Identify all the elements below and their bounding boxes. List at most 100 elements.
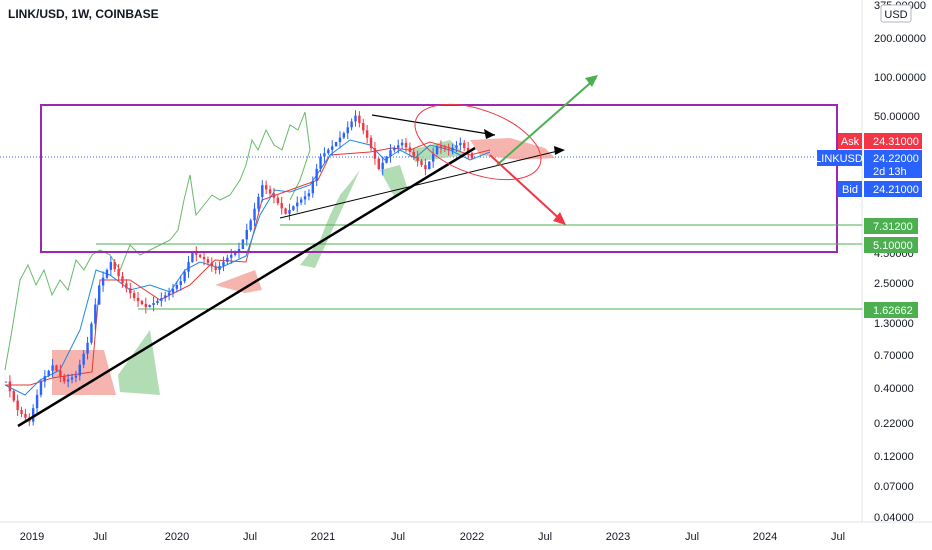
price-tick-label: 100.00000 [874,72,926,84]
time-axis-ticks: 2019 Jul 2020 Jul 2021 Jul 2022 Jul 2023 Jul 2024 J… [20,531,845,543]
bar-countdown: 2d 13h [873,166,907,178]
triangle-upper-line[interactable] [371,114,496,136]
candle-body [447,148,450,151]
major-uptrend-line[interactable] [17,146,476,428]
candle-body [86,342,89,354]
price-tick-label: 1.30000 [874,318,914,330]
candle-body [179,281,182,286]
price-axis-area[interactable] [862,0,932,522]
candle-body [373,148,377,159]
candle-body [105,269,109,278]
level-tag-7312 [864,218,918,234]
cloud-bearish-3 [470,138,555,160]
candle-body [125,283,128,289]
lagging-span [4,111,311,371]
level-label-7312: 7.31200 [873,221,913,233]
chart-title: LINK/USD, 1W, COINBASE [8,7,159,21]
candle-body [74,375,78,378]
candle-body [315,168,318,182]
candle-body [47,370,50,377]
candle-body [404,142,408,148]
candle-body [43,376,47,382]
candle-body [346,127,349,134]
currency-box[interactable] [880,4,912,23]
candle-body [257,196,260,209]
candle-body [191,252,194,263]
candle-body [136,297,140,302]
time-tick-label: Jul [831,531,845,543]
candle-body [334,141,338,147]
candles-group [4,110,474,427]
candle-body [152,302,155,306]
candle-body [51,365,54,371]
candle-body [268,189,272,194]
base-line [5,141,491,386]
candle-body [117,269,120,277]
breakout-ellipse[interactable] [405,89,551,194]
candle-body [144,304,147,308]
candle-body [292,206,295,211]
candle-body [354,115,357,122]
candle-body [16,400,19,411]
candle-body [455,145,458,148]
candle-body [393,147,396,151]
candle-body [82,353,85,365]
candle-body [385,156,388,163]
candle-body [397,145,400,148]
bearish-arrow[interactable] [489,154,564,223]
candle-body [323,153,326,157]
candle-body [55,365,58,371]
candle-body [233,251,237,255]
candle-body [183,271,186,282]
candle-body [466,147,470,154]
candle-body [377,158,380,170]
bullish-arrow[interactable] [496,77,597,166]
candle-body [319,156,322,169]
candle-body [109,262,113,270]
candle-body [160,298,163,301]
candle-body [459,142,462,146]
last-price: 24.22000 [873,153,919,165]
level-label-1626: 1.62662 [873,305,913,317]
bullish-arrowhead [585,75,598,87]
level-tag-1626 [864,302,918,318]
time-tick-label: 2022 [460,531,484,543]
candle-body [94,304,97,324]
candle-body [264,185,268,190]
candle-body [226,257,229,262]
candle-body [70,377,74,380]
candle-body [214,266,217,270]
price-tick-label: 0.07000 [874,481,914,493]
candle-body [218,265,221,270]
time-tick-label: 2020 [165,531,189,543]
consolidation-box[interactable] [40,104,838,253]
symbol-tag [817,150,862,166]
time-tick-label: 2019 [20,531,44,543]
candle-body [362,122,365,131]
bid-label: Bid [842,184,858,196]
candle-body [98,285,101,305]
candle-body [12,391,15,401]
candle-body [424,164,427,170]
cloud-bullish-2 [300,170,360,268]
time-tick-label: Jul [243,531,257,543]
price-tick-label: 0.70000 [874,350,914,362]
candle-body [408,147,412,152]
candle-body [280,203,283,209]
candle-body [195,252,198,255]
level-label-5100: 5.10000 [873,240,913,252]
candle-body [78,364,81,376]
candle-body [35,394,39,409]
candle-body [420,160,423,165]
candle-body [101,277,105,286]
currency-label: USD [884,9,907,21]
candle-body [63,376,66,382]
triangle-lower-line[interactable] [279,149,563,219]
candle-body [311,181,314,194]
symbol-label: LINKUSD [815,153,863,165]
candle-body [296,202,299,207]
bid-tag [838,181,862,197]
price-tick-label: 0.40000 [874,383,914,395]
price-tick-label: 0.22000 [874,418,914,430]
